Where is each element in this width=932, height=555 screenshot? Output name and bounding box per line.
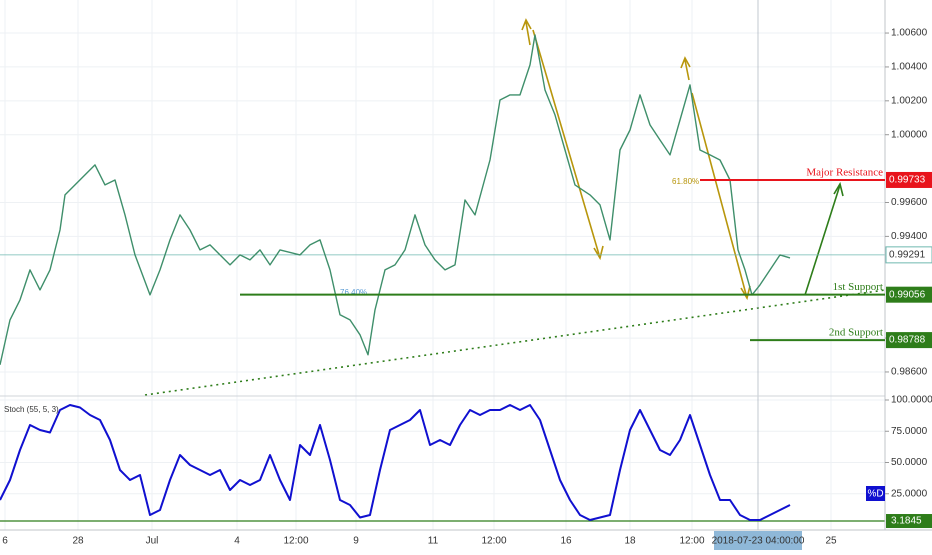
y-tick-label: 25.0000 [891,488,928,499]
y-tick-label: 1.00200 [891,95,928,106]
x-tick-label: 12:00 [679,536,704,547]
price-line [0,34,791,365]
x-tick-label: 9 [353,536,359,547]
level-tag [886,171,932,188]
x-tick-label: 28 [72,536,84,547]
y-tick-label: 75.0000 [891,426,928,437]
x-tick-label: 12:00 [283,536,308,547]
stoch-level-tag [886,514,932,529]
fib-arrows [521,18,751,301]
last-price-label: 0.99291 [889,250,926,261]
level-tag-label: 0.98788 [889,335,926,346]
projection-arrow [804,181,844,296]
level-label: 1st Support [833,281,883,293]
indicator-title: Stoch (55, 5, 3) [4,405,59,414]
crosshair-label: 2018-07-23 04:00:00 [712,536,805,547]
trend-line [144,289,886,396]
fib-label: 61.80% [672,177,699,186]
grid [0,0,885,530]
x-tick-label: 12:00 [481,536,506,547]
level-tag-label: 0.99733 [889,175,926,186]
y-tick-label: 50.0000 [891,457,928,468]
x-tick-label: Jul [146,536,159,547]
x-tick-label: 25 [825,536,837,547]
y-tick-label: 0.99400 [891,231,928,242]
y-tick-label: 1.00000 [891,129,928,140]
x-tick-label: 11 [428,536,439,547]
x-tick-label: 18 [624,536,636,547]
y-tick-label: 1.00600 [891,28,928,39]
stoch-line [0,404,791,521]
crosshair-tag [714,531,802,550]
y-tick-label: 0.98600 [891,367,928,378]
x-tick-label: 6 [2,536,8,547]
y-tick-label: 1.00400 [891,62,928,73]
fib-label: 76.40% [340,288,367,297]
last-price-tag [885,246,932,264]
x-tick-label: 4 [234,536,240,547]
x-tick-label: 16 [560,536,572,547]
y-tick-label: 100.0000 [891,395,932,406]
y-tick-label: 0.99600 [891,197,928,208]
legend-tag [866,486,885,501]
level-label: 2nd Support [829,327,883,339]
plot [0,0,885,530]
level-label: Major Resistance [806,166,883,178]
level-tag [886,286,932,303]
level-tag-label: 0.99056 [889,289,926,300]
stoch-level-label: 3.1845 [891,516,922,527]
level-tag [886,332,932,349]
legend-label: %D [867,489,883,500]
